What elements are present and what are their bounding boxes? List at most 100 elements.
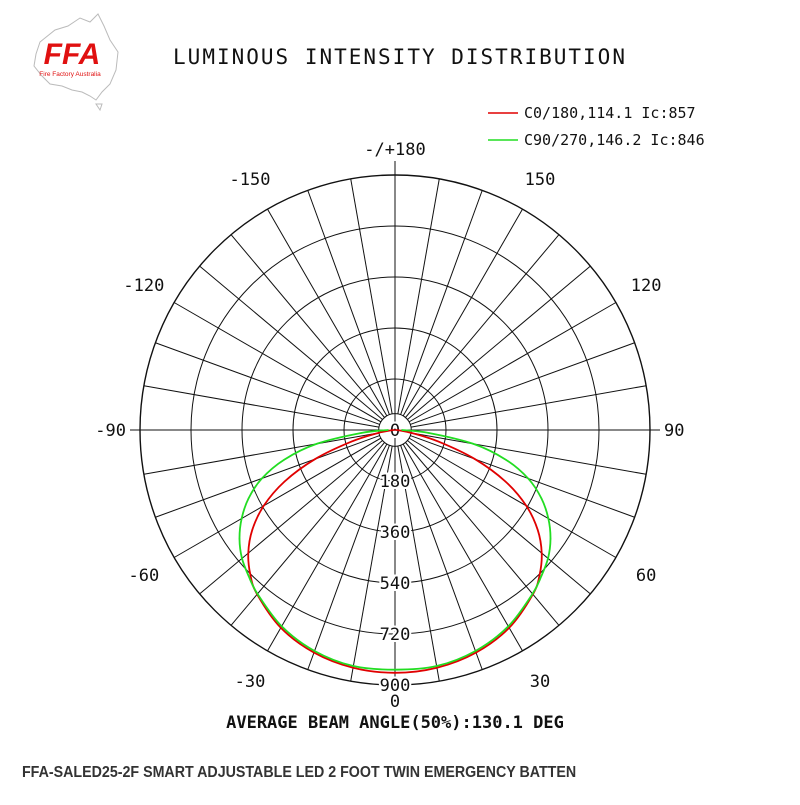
radial-tick-label: 540 — [380, 574, 411, 594]
grid-spoke — [405, 234, 560, 418]
grid-spoke — [394, 302, 617, 431]
radial-tick-label: 180 — [380, 472, 411, 492]
series-point-1 — [360, 432, 362, 434]
series-point-0 — [536, 529, 539, 531]
series-point-1 — [547, 557, 549, 560]
series-point-0 — [398, 429, 401, 432]
series-point-0 — [280, 626, 282, 629]
logo-subtitle: Fire Factory Australia — [39, 71, 101, 78]
grid-spoke — [397, 445, 440, 682]
series-point-0 — [508, 626, 510, 629]
series-point-0 — [377, 432, 380, 434]
series-point-1 — [527, 477, 529, 480]
radial-labels: 0 180 360 540 720 900 — [378, 419, 413, 698]
grid-spoke — [350, 445, 393, 682]
grid-spoke — [410, 342, 635, 425]
series-point-1 — [387, 429, 389, 431]
legend-label-c0: C0/180,114.1 Ic:857 — [524, 104, 696, 122]
angle-label: 0 — [390, 692, 400, 712]
series-point-0 — [283, 480, 286, 483]
product-description: FFA-SALED25-2F SMART ADJUSTABLE LED 2 FO… — [22, 765, 576, 782]
series-point-0 — [395, 429, 397, 431]
grid-spoke — [173, 302, 396, 431]
grid-spoke — [407, 440, 591, 595]
series-point-0 — [540, 552, 543, 554]
grid-spoke — [267, 208, 396, 431]
series-point-1 — [540, 575, 543, 578]
grid-spoke — [407, 265, 591, 420]
series-point-1 — [505, 458, 507, 461]
angle-label: 30 — [530, 672, 550, 692]
beam-angle-text: AVERAGE BEAM ANGLE(50%):130.1 DEG — [226, 713, 564, 733]
grid-spoke — [307, 190, 390, 415]
grid-spoke — [155, 342, 380, 425]
angle-label: -/+180 — [364, 140, 425, 160]
grid-spoke — [307, 445, 390, 670]
grid-spoke — [173, 429, 396, 558]
grid-spoke — [199, 440, 383, 595]
grid-spoke — [155, 435, 380, 518]
series-point-1 — [547, 517, 550, 520]
grid-spoke — [143, 385, 380, 428]
grid-spoke — [410, 385, 647, 428]
grid-spoke — [410, 435, 635, 518]
angle-label: -120 — [123, 276, 164, 296]
angle-label: -30 — [235, 672, 266, 692]
series-point-0 — [314, 458, 316, 460]
series-point-1 — [435, 665, 438, 667]
series-point-0 — [262, 504, 265, 507]
series-point-1 — [531, 593, 534, 595]
legend: C0/180,114.1 Ic:857 C90/270,146.2 Ic:846 — [488, 104, 705, 149]
series-point-0 — [410, 432, 413, 434]
grid-spoke — [350, 178, 393, 415]
series-point-0 — [247, 552, 250, 554]
series-point-0 — [313, 651, 315, 654]
grid-spoke — [397, 178, 440, 415]
series-point-1 — [472, 442, 474, 445]
chart-title: LUMINOUS INTENSITY DISTRIBUTION — [173, 45, 627, 69]
angle-labels: -/+180 150 120 90 60 30 0 -30 -60 -90 -120 -150 — [95, 140, 684, 712]
grid-spoke — [410, 432, 647, 475]
series-point-1 — [313, 650, 316, 652]
series-point-1 — [247, 497, 250, 500]
series-point-0 — [393, 429, 395, 431]
series-point-0 — [475, 651, 477, 654]
radial-tick-label: 0 — [390, 421, 400, 441]
series-point-1 — [283, 458, 285, 461]
intensity-curves — [238, 429, 552, 674]
series-point-1 — [238, 538, 241, 540]
polar-grid — [130, 161, 660, 686]
logo: FFA Fire Factory Australia — [33, 13, 119, 112]
series-point-0 — [504, 480, 507, 483]
radial-tick-label: 360 — [380, 523, 411, 543]
series-point-0 — [474, 458, 476, 460]
series-point-1 — [316, 442, 318, 445]
grid-spoke — [405, 442, 560, 626]
grid-spoke — [199, 265, 383, 420]
series-point-1 — [428, 432, 430, 434]
angle-label: 60 — [636, 566, 656, 586]
series-point-1 — [474, 650, 477, 652]
grid-spoke — [143, 432, 380, 475]
logo-text: FFA — [44, 38, 101, 71]
grid-spoke — [394, 208, 523, 431]
grid-spoke — [267, 429, 396, 652]
series-point-1 — [352, 665, 355, 667]
series-point-1 — [247, 575, 250, 578]
australia-map-icon — [33, 13, 119, 112]
series-point-1 — [540, 497, 543, 500]
series-point-1 — [240, 517, 243, 520]
series-point-0 — [352, 666, 354, 669]
series-point-0 — [251, 529, 254, 531]
series-point-1 — [549, 538, 552, 540]
series-point-1 — [280, 625, 283, 628]
series-point-1 — [241, 557, 243, 560]
series-point-0 — [389, 429, 392, 432]
series-point-0 — [437, 440, 440, 443]
series-point-0 — [249, 573, 252, 576]
grid-spoke — [394, 429, 617, 558]
series-point-1 — [507, 625, 510, 628]
series-point-0 — [525, 504, 528, 507]
